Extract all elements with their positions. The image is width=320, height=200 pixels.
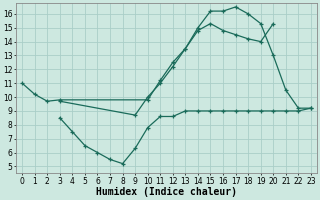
- X-axis label: Humidex (Indice chaleur): Humidex (Indice chaleur): [96, 187, 237, 197]
